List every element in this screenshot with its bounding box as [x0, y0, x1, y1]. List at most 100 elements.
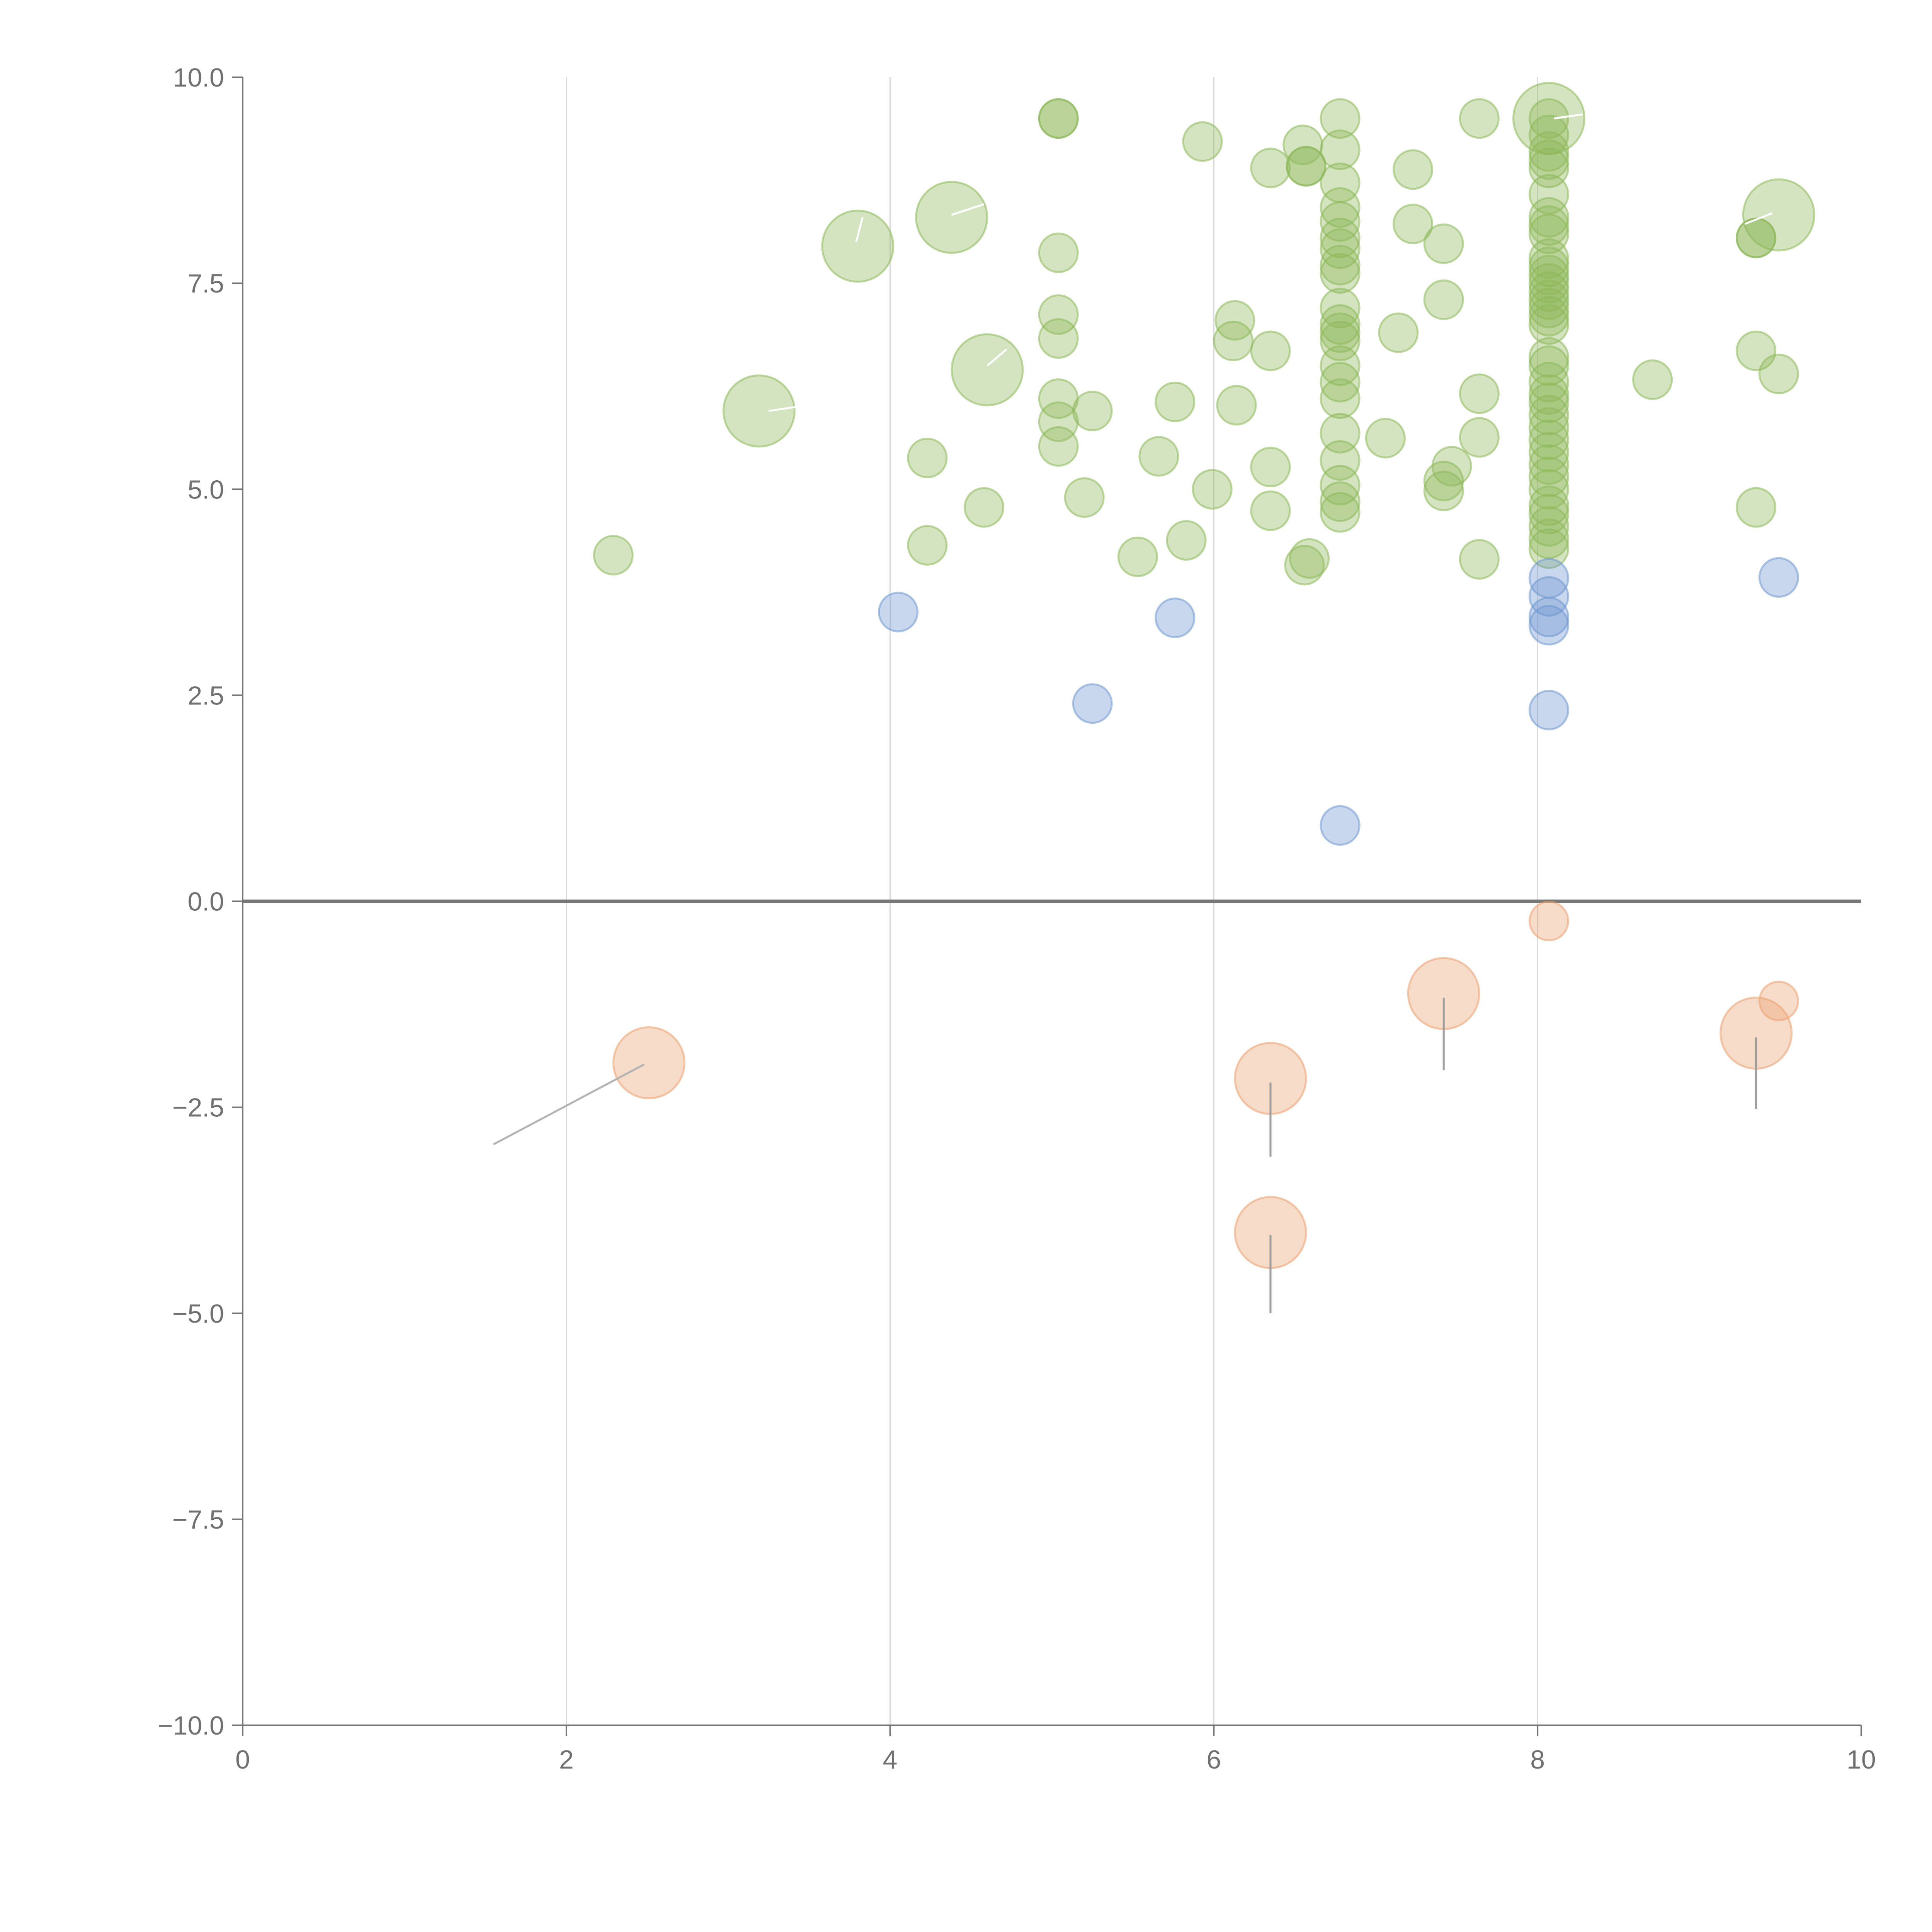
green-bubble [1286, 146, 1327, 187]
y-tick-label: 2.5 [187, 681, 224, 710]
green-bubble [1431, 446, 1472, 487]
green-bubble [1529, 213, 1570, 254]
y-tick-label: 7.5 [187, 269, 224, 298]
green-bubble [1138, 436, 1179, 477]
green-bubble [1214, 300, 1255, 341]
x-tick-label: 10 [1847, 1745, 1876, 1774]
green-bubble [1250, 148, 1291, 189]
green-bubble [1529, 374, 1570, 415]
blue-bubble [1320, 805, 1361, 846]
green-bubble [1529, 197, 1570, 238]
green-bubble [1320, 129, 1361, 170]
green-bubble [1459, 373, 1500, 414]
green-bubble [1320, 98, 1361, 139]
x-tick-label: 6 [1206, 1745, 1221, 1774]
green-bubble [593, 535, 634, 576]
green-bubble [1072, 391, 1113, 432]
leader-line [855, 217, 864, 243]
green-bubble [1529, 469, 1570, 510]
blue-bubble [1072, 683, 1113, 724]
green-bubble [1378, 312, 1419, 353]
green-bubble [1529, 337, 1570, 378]
y-tick-label: −2.5 [172, 1093, 224, 1122]
green-bubble [915, 181, 988, 254]
green-bubble [1529, 114, 1570, 155]
leader-line [1553, 113, 1583, 120]
green-bubble [1742, 178, 1815, 252]
green-bubble [1529, 444, 1570, 485]
green-bubble [1192, 469, 1233, 510]
green-bubble [1320, 362, 1361, 403]
green-bubble [1166, 520, 1207, 561]
green-bubble [1529, 205, 1570, 246]
green-bubble [1213, 320, 1254, 361]
leader-line [769, 406, 797, 412]
green-bubble [1423, 223, 1464, 264]
x-tick-label: 2 [559, 1745, 574, 1774]
green-bubble [1320, 187, 1361, 228]
green-bubble [1529, 407, 1570, 448]
green-bubble [1529, 456, 1570, 497]
green-bubble [1529, 432, 1570, 473]
blue-bubble [1529, 576, 1570, 617]
blue-bubble [878, 592, 919, 633]
green-bubble [1182, 121, 1223, 162]
green-bubble [1038, 401, 1079, 442]
y-tick-label: 10.0 [173, 63, 224, 92]
green-bubble [1529, 246, 1570, 287]
green-bubble [1529, 362, 1570, 403]
x-tick-label: 4 [883, 1745, 898, 1774]
x-tick-label: 0 [235, 1745, 250, 1774]
green-bubble [1529, 255, 1570, 296]
green-bubble [1736, 487, 1777, 528]
green-bubble [907, 525, 948, 566]
y-tick-label: −10.0 [158, 1711, 224, 1740]
green-bubble [1117, 536, 1158, 577]
green-bubble [1250, 490, 1291, 531]
green-bubble [1529, 238, 1570, 279]
green-bubble [1320, 245, 1361, 286]
y-tick-label: −7.5 [172, 1505, 224, 1534]
green-bubble [1289, 538, 1330, 579]
green-bubble [964, 487, 1005, 528]
orange-bubble [1758, 981, 1799, 1022]
green-bubble [1320, 228, 1361, 269]
green-bubble [1320, 253, 1361, 294]
green-bubble [907, 437, 948, 478]
green-bubble [1038, 232, 1079, 273]
green-bubble [1250, 447, 1291, 488]
y-tick-label: −5.0 [172, 1299, 224, 1328]
green-bubble [1529, 419, 1570, 460]
green-bubble [1529, 271, 1570, 312]
green-bubble [1320, 345, 1361, 386]
green-bubble [1529, 345, 1570, 386]
green-bubble [1250, 330, 1291, 371]
leader-line [986, 348, 1007, 367]
green-bubble [1529, 263, 1570, 304]
green-bubble [1320, 481, 1361, 522]
green-bubble [1529, 139, 1570, 180]
orange-bubble [1529, 901, 1570, 942]
green-bubble [1529, 296, 1570, 337]
green-bubble [1393, 149, 1434, 190]
green-bubble [1529, 279, 1570, 320]
green-bubble [1284, 544, 1325, 585]
tick-label-layer: 10.0 7.5 5.0 2.5 0.0 −2.5 −5.0 −7.5 −10.0 0 2 4 6 8 10 [158, 63, 1876, 1774]
green-bubble [1529, 485, 1570, 526]
green-bubble [1064, 477, 1105, 518]
x-tick-label: 8 [1530, 1745, 1545, 1774]
green-bubble [1529, 528, 1570, 569]
green-bubble [1459, 539, 1500, 580]
green-bubble [1459, 98, 1500, 139]
green-bubble [1320, 320, 1361, 361]
green-bubble [1529, 98, 1570, 139]
green-bubble [1320, 312, 1361, 353]
orange-bubble [612, 1026, 685, 1099]
y-tick-label: 5.0 [187, 475, 224, 504]
green-bubble [1758, 354, 1799, 395]
green-bubble [951, 333, 1024, 406]
green-bubble [1529, 287, 1570, 328]
green-bubble [1320, 287, 1361, 328]
